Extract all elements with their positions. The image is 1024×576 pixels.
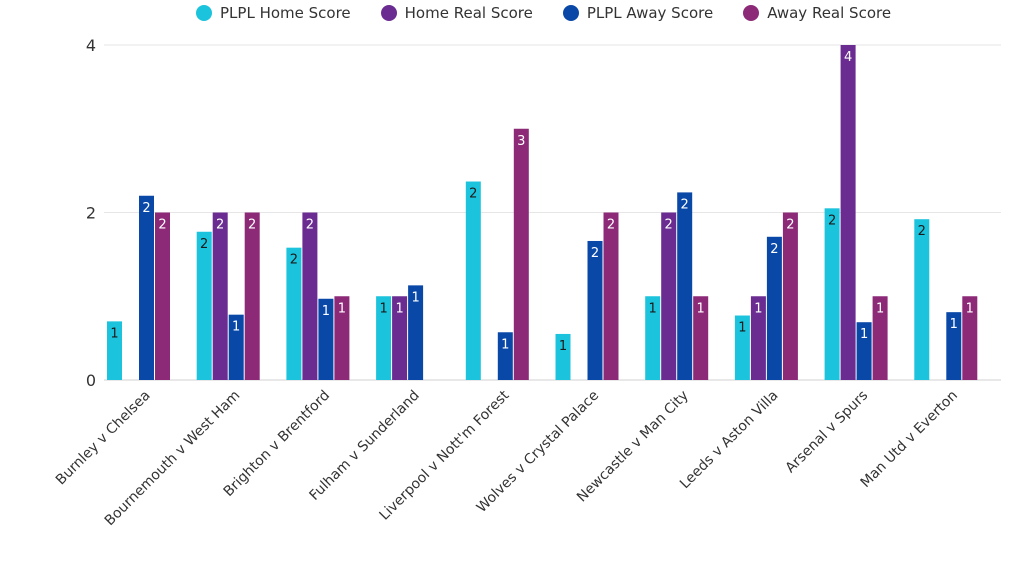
x-tick-label: Arsenal v Spurs	[783, 388, 872, 477]
data-label: 2	[918, 224, 926, 239]
bar[interactable]	[228, 314, 244, 380]
data-label: 1	[110, 326, 118, 341]
bar[interactable]	[155, 212, 170, 381]
bar[interactable]	[946, 312, 962, 380]
data-label: 1	[338, 301, 346, 316]
data-label: 2	[158, 218, 166, 233]
bar[interactable]	[824, 208, 840, 380]
bar[interactable]	[513, 128, 529, 380]
bar[interactable]	[661, 212, 677, 381]
bar[interactable]	[497, 332, 513, 380]
bar[interactable]	[914, 219, 930, 380]
bar[interactable]	[196, 231, 212, 380]
legend-swatch-home-real	[380, 5, 397, 21]
data-label: 1	[501, 337, 509, 352]
bar[interactable]	[677, 192, 693, 380]
data-label: 2	[290, 253, 298, 268]
legend-item-away-real[interactable]: Away Real Score	[743, 4, 891, 22]
x-tick-label: Man Utd v Everton	[858, 388, 961, 491]
data-label: 2	[469, 187, 477, 202]
bar[interactable]	[603, 212, 619, 381]
legend-label: Away Real Score	[767, 4, 892, 22]
data-label: 1	[950, 317, 958, 332]
y-tick-label: 0	[86, 371, 96, 390]
bar[interactable]	[962, 296, 978, 380]
legend-label: PLPL Home Score	[220, 4, 351, 22]
chart-legend: PLPL Home Score Home Real Score PLPL Awa…	[196, 4, 921, 22]
data-label: 4	[844, 50, 852, 65]
legend-item-home-real[interactable]: Home Real Score	[380, 4, 533, 22]
bar[interactable]	[856, 322, 872, 380]
bar[interactable]	[872, 296, 888, 380]
legend-label: Home Real Score	[404, 4, 533, 22]
data-label: 2	[216, 218, 224, 233]
bar[interactable]	[782, 212, 798, 381]
data-label: 1	[232, 320, 240, 335]
legend-swatch-plpl-away	[562, 5, 579, 21]
data-label: 2	[770, 242, 778, 257]
data-label: 1	[966, 301, 974, 316]
data-label: 2	[607, 218, 615, 233]
y-tick-label: 2	[86, 204, 96, 223]
data-label: 1	[860, 327, 868, 342]
data-label: 1	[411, 290, 419, 305]
bar[interactable]	[302, 212, 318, 381]
legend-item-plpl-away[interactable]: PLPL Away Score	[562, 4, 714, 22]
data-label: 1	[876, 301, 884, 316]
y-tick-label: 4	[86, 36, 96, 55]
data-label: 1	[649, 301, 657, 316]
data-label: 1	[697, 301, 705, 316]
data-label: 1	[559, 339, 567, 354]
bar[interactable]	[318, 298, 334, 380]
data-label: 1	[738, 321, 746, 336]
data-label: 2	[786, 218, 794, 233]
data-label: 1	[395, 301, 403, 316]
legend-label: PLPL Away Score	[586, 4, 714, 22]
data-label: 1	[379, 301, 387, 316]
bar[interactable]	[645, 296, 661, 380]
bar[interactable]	[212, 212, 228, 381]
data-label: 2	[665, 218, 673, 233]
data-label: 2	[681, 197, 689, 212]
bar[interactable]	[244, 212, 260, 381]
data-label: 2	[200, 237, 208, 252]
data-label: 1	[754, 301, 762, 316]
bar[interactable]	[392, 296, 408, 380]
bar[interactable]	[555, 333, 571, 380]
bar[interactable]	[334, 296, 350, 380]
data-label: 2	[828, 213, 836, 228]
bar[interactable]	[465, 181, 481, 380]
data-label: 2	[248, 218, 256, 233]
bar[interactable]	[139, 195, 154, 380]
bar[interactable]	[734, 315, 750, 380]
data-label: 2	[306, 218, 314, 233]
bar[interactable]	[840, 45, 856, 380]
bar[interactable]	[693, 296, 709, 380]
x-tick-label: Leeds v Aston Villa	[677, 388, 782, 493]
data-label: 2	[591, 246, 599, 261]
bar[interactable]	[286, 247, 302, 380]
legend-swatch-plpl-home	[196, 5, 212, 21]
bar[interactable]	[750, 296, 766, 380]
bar[interactable]	[766, 236, 782, 380]
data-label: 2	[142, 201, 150, 216]
bar[interactable]	[107, 321, 122, 380]
bar[interactable]	[587, 240, 603, 380]
legend-swatch-away-real	[743, 5, 760, 21]
bar[interactable]	[376, 296, 392, 380]
bar[interactable]	[408, 285, 424, 380]
legend-item-plpl-home[interactable]: PLPL Home Score	[196, 4, 351, 22]
data-label: 1	[322, 304, 330, 319]
data-label: 3	[517, 134, 525, 149]
x-tick-label: Burnley v Chelsea	[53, 388, 154, 489]
